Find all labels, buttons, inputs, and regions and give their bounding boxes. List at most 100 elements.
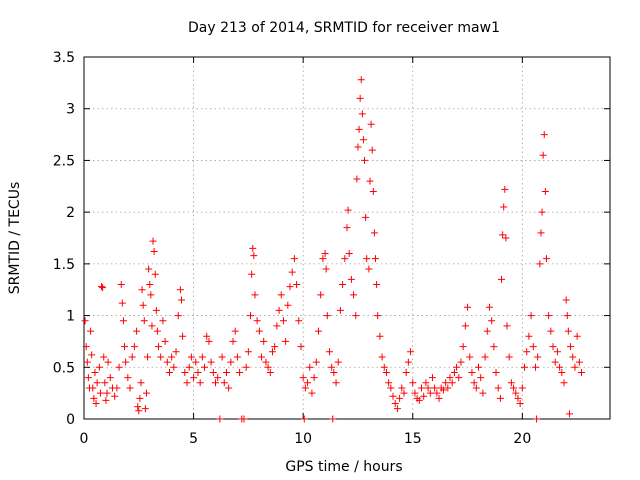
data-point: [498, 275, 506, 283]
data-point: [368, 146, 376, 154]
data-point: [100, 353, 108, 361]
data-point: [133, 327, 141, 335]
data-point: [312, 358, 320, 366]
data-point: [330, 368, 338, 376]
data-point: [194, 368, 202, 376]
data-point: [518, 384, 526, 392]
data-point: [531, 363, 539, 371]
data-point: [140, 317, 148, 325]
data-point: [538, 208, 546, 216]
data-point: [328, 363, 336, 371]
data-point: [481, 353, 489, 361]
data-point: [207, 358, 215, 366]
data-point: [277, 291, 285, 299]
data-point: [90, 394, 98, 402]
data-point: [141, 405, 149, 413]
y-tick-label: 1: [66, 309, 75, 325]
data-point: [203, 332, 211, 340]
data-point: [488, 317, 496, 325]
data-point: [102, 396, 110, 404]
data-point: [258, 353, 266, 361]
data-point: [201, 363, 209, 371]
data-point: [564, 327, 572, 335]
data-point: [418, 384, 426, 392]
data-point: [96, 389, 104, 397]
data-point: [147, 291, 155, 299]
data-point: [286, 283, 294, 291]
data-point: [461, 322, 469, 330]
data-point: [373, 281, 381, 289]
data-point: [521, 363, 529, 371]
data-point: [319, 255, 327, 263]
data-point: [317, 291, 325, 299]
data-point: [366, 177, 374, 185]
data-point: [455, 374, 463, 382]
data-point: [450, 368, 458, 376]
data-point: [190, 374, 198, 382]
data-point: [161, 337, 169, 345]
data-point: [536, 260, 544, 268]
data-point: [214, 374, 222, 382]
data-point: [505, 353, 513, 361]
data-point: [255, 327, 263, 335]
data-point: [356, 94, 364, 102]
data-point: [563, 312, 571, 320]
data-point: [553, 348, 561, 356]
data-point: [567, 343, 575, 351]
data-point: [542, 255, 550, 263]
data-point: [137, 379, 145, 387]
data-point: [362, 213, 370, 221]
data-point: [569, 353, 577, 361]
data-point: [111, 392, 119, 400]
data-point: [446, 374, 454, 382]
data-point: [479, 389, 487, 397]
data-point: [571, 363, 579, 371]
data-point: [301, 384, 309, 392]
data-point: [126, 384, 134, 392]
data-point: [393, 405, 401, 413]
data-point: [361, 156, 369, 164]
data-point: [119, 317, 127, 325]
data-point: [181, 368, 189, 376]
data-point: [444, 384, 452, 392]
data-point: [163, 358, 171, 366]
data-point: [565, 410, 573, 418]
data-point: [128, 353, 136, 361]
data-point: [84, 374, 92, 382]
data-point: [385, 379, 393, 387]
data-point: [378, 353, 386, 361]
data-point: [99, 284, 107, 292]
data-point: [89, 384, 97, 392]
data-point: [370, 229, 378, 237]
data-point: [183, 379, 191, 387]
data-point: [501, 185, 509, 193]
data-point: [343, 224, 351, 232]
data-point: [148, 322, 156, 330]
data-point: [507, 379, 515, 387]
grid-lines: [84, 57, 610, 419]
data-point: [500, 203, 508, 211]
data-point: [492, 368, 500, 376]
data-point: [380, 363, 388, 371]
data-point: [227, 358, 235, 366]
data-point: [240, 415, 248, 423]
data-point: [185, 363, 193, 371]
data-point: [144, 353, 152, 361]
chart-title: Day 213 of 2014, SRMTID for receiver maw…: [188, 20, 500, 36]
data-point: [266, 368, 274, 376]
data-point: [448, 379, 456, 387]
data-point: [212, 379, 219, 387]
data-point: [323, 312, 331, 320]
data-point: [371, 255, 379, 263]
data-point: [541, 187, 549, 195]
data-point: [547, 327, 555, 335]
data-point: [242, 363, 250, 371]
data-point: [264, 363, 272, 371]
data-point: [457, 358, 465, 366]
data-point: [391, 399, 399, 407]
data-point: [104, 358, 112, 366]
data-point: [477, 374, 485, 382]
data-point: [315, 327, 323, 335]
